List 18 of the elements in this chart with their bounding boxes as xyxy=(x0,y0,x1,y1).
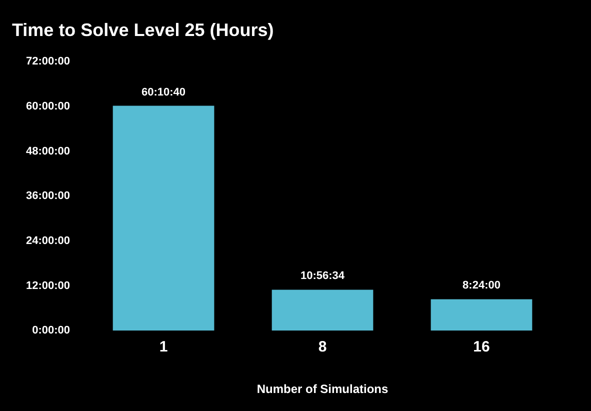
bar xyxy=(430,299,532,331)
y-tick-label: 0:00:00 xyxy=(32,324,70,337)
chart-title: Time to Solve Level 25 (Hours) xyxy=(12,20,274,40)
bar xyxy=(112,106,214,331)
y-tick-label: 12:00:00 xyxy=(26,280,70,292)
data-label: 60:10:40 xyxy=(142,86,186,98)
y-tick-label: 36:00:00 xyxy=(26,190,70,202)
x-tick-label: 16 xyxy=(473,338,490,356)
x-tick-label: 8 xyxy=(318,338,327,356)
data-label: 8:24:00 xyxy=(462,280,500,292)
y-tick-label: 72:00:00 xyxy=(26,56,70,68)
y-tick-label: 60:00:00 xyxy=(26,100,70,112)
data-label: 10:56:34 xyxy=(300,270,346,282)
x-axis-title: Number of Simulations xyxy=(256,382,389,396)
x-tick-label: 1 xyxy=(159,338,168,356)
y-tick-label: 48:00:00 xyxy=(26,145,70,158)
bar xyxy=(272,290,374,331)
y-tick-label: 24:00:00 xyxy=(26,234,70,247)
